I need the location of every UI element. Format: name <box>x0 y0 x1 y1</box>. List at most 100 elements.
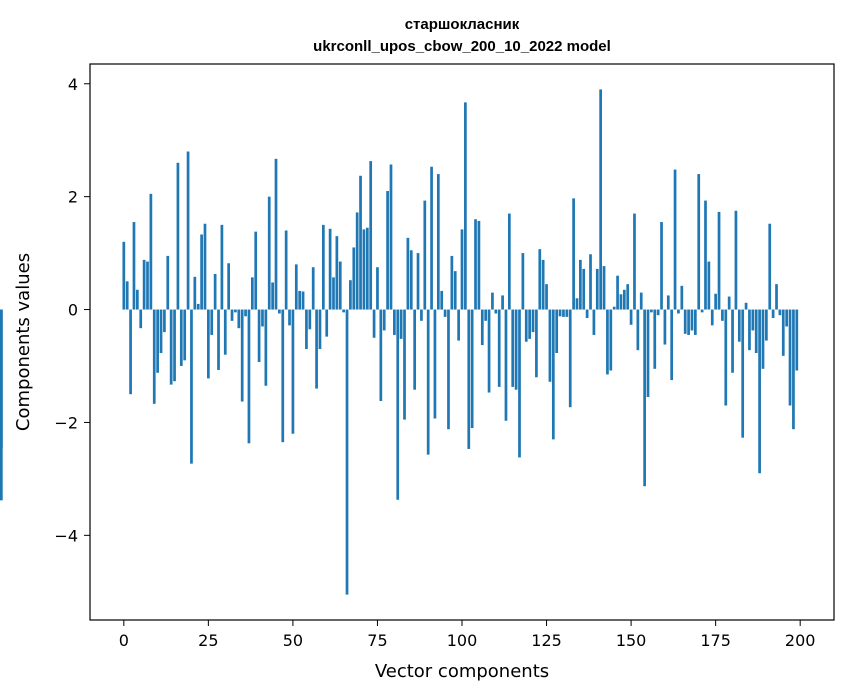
bar <box>491 292 494 310</box>
bar <box>315 309 318 389</box>
bar <box>176 162 180 310</box>
bar <box>670 309 674 381</box>
bar <box>443 309 447 317</box>
y-axis-ticks: −4 −2 0 2 4 <box>54 75 90 545</box>
bar <box>737 309 741 342</box>
bar <box>464 102 467 310</box>
bar <box>440 290 444 310</box>
bar <box>298 290 302 310</box>
bar <box>792 309 795 430</box>
bar <box>207 309 210 379</box>
bar <box>714 293 717 310</box>
bar <box>579 259 582 310</box>
bar <box>291 309 295 434</box>
bar <box>227 263 231 310</box>
bar <box>173 309 176 382</box>
bar <box>294 264 298 310</box>
y-tick-label: 0 <box>68 301 78 320</box>
bar <box>152 309 156 404</box>
bar <box>595 268 599 310</box>
bar <box>771 309 775 319</box>
bar <box>349 280 352 310</box>
bar <box>663 309 667 345</box>
bar <box>369 161 373 310</box>
bar <box>751 309 755 331</box>
bar <box>264 309 268 386</box>
bar <box>768 223 772 310</box>
bar <box>501 295 504 310</box>
bar <box>494 309 498 314</box>
bar <box>338 261 342 310</box>
y-tick-label: 2 <box>68 188 78 207</box>
bar <box>403 309 406 420</box>
plot-frame <box>89 63 835 621</box>
bar <box>487 309 491 393</box>
bar <box>135 289 139 310</box>
bar <box>673 169 677 310</box>
bar <box>677 309 680 314</box>
y-tick-label: −2 <box>54 413 78 432</box>
bar <box>660 222 663 310</box>
bar <box>754 309 758 353</box>
bar <box>288 309 291 326</box>
bar <box>727 296 731 310</box>
x-tick-label: 100 <box>447 631 478 650</box>
bar <box>636 309 640 351</box>
bar <box>788 309 792 406</box>
bar <box>416 253 420 310</box>
bar <box>196 303 200 310</box>
bar <box>217 309 220 370</box>
bar <box>572 198 575 310</box>
y-tick-label: 4 <box>68 75 78 94</box>
bar <box>166 255 170 310</box>
bars-group <box>0 89 799 595</box>
bar <box>551 309 555 440</box>
bar <box>156 309 159 373</box>
bar <box>690 309 694 331</box>
bar <box>159 309 163 353</box>
bar <box>308 309 312 330</box>
bar <box>629 309 633 325</box>
bar <box>477 220 481 310</box>
bar <box>765 309 768 341</box>
bar <box>376 267 379 310</box>
bar <box>267 196 271 310</box>
x-tick-label: 25 <box>198 631 218 650</box>
bar <box>511 309 515 387</box>
bar <box>582 268 586 310</box>
bar <box>575 298 579 310</box>
y-tick-label: −4 <box>54 526 78 545</box>
bar <box>558 309 562 317</box>
bar <box>190 309 193 464</box>
bar <box>524 309 528 342</box>
bar <box>653 309 657 369</box>
bar <box>555 309 559 353</box>
bar <box>521 253 525 310</box>
bar <box>497 309 501 387</box>
bar <box>656 309 660 316</box>
x-tick-label: 150 <box>616 631 647 650</box>
bar <box>125 281 129 310</box>
bar <box>460 229 464 310</box>
bar <box>389 164 393 310</box>
bar <box>470 309 474 429</box>
bar <box>589 254 592 310</box>
bar <box>301 291 305 310</box>
bar <box>457 309 460 341</box>
bar <box>710 309 714 326</box>
bar <box>633 213 636 310</box>
bar <box>514 309 518 390</box>
bar <box>318 309 322 350</box>
bar <box>599 89 603 310</box>
bar <box>758 309 761 474</box>
bar <box>200 234 203 310</box>
x-tick-label: 0 <box>119 631 129 650</box>
bar <box>541 259 545 310</box>
bar <box>423 200 427 310</box>
bar <box>328 228 332 310</box>
bar <box>355 212 359 310</box>
bar <box>717 211 721 310</box>
bar <box>362 229 366 310</box>
bar <box>741 309 745 438</box>
bar <box>775 284 778 310</box>
